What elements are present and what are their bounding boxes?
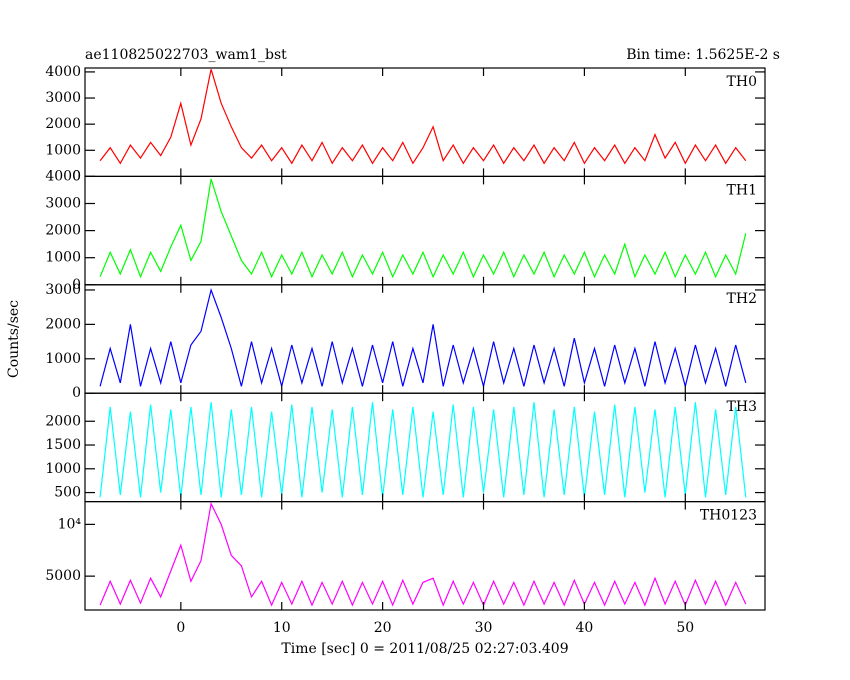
panel-label: TH2 <box>727 291 757 307</box>
y-tick-label: 3000 <box>45 196 81 212</box>
y-tick-label: 2000 <box>45 116 81 132</box>
data-line <box>99 178 747 279</box>
x-tick-label: 20 <box>374 620 392 636</box>
y-tick-label: 2000 <box>45 413 81 429</box>
y-tick-label: 0 <box>72 168 81 184</box>
chart-subtitle: Bin time: 1.5625E-2 s <box>626 47 780 63</box>
panel-frame <box>84 67 766 178</box>
data-line <box>99 287 747 387</box>
x-tick-label: 50 <box>676 620 694 636</box>
y-tick-label: 2000 <box>45 223 81 239</box>
y-tick-label: 1500 <box>45 437 81 453</box>
data-line <box>99 501 747 607</box>
y-tick-label: 2000 <box>45 316 81 332</box>
panel-label: TH0123 <box>700 508 757 524</box>
chart-title: ae110825022703_wam1_bst <box>85 47 287 63</box>
y-tick-label: 1000 <box>45 461 81 477</box>
y-tick-label: 5000 <box>45 568 81 584</box>
y-tick-label: 1000 <box>45 351 81 367</box>
data-line <box>99 402 747 498</box>
y-tick-label: 500 <box>54 485 81 501</box>
y-tick-label: 4000 <box>45 64 81 80</box>
y-tick-label: 1000 <box>45 142 81 158</box>
panel-frame <box>84 284 766 394</box>
y-tick-label: 1000 <box>45 250 81 266</box>
y-tick-label: 10⁴ <box>58 516 82 532</box>
y-tick-label: 3000 <box>45 282 81 298</box>
panel-frame <box>84 175 766 286</box>
panel-label: TH3 <box>727 399 757 415</box>
y-axis-label: Counts/sec <box>6 300 22 378</box>
panel-frame <box>84 501 766 611</box>
panel-label: TH1 <box>727 182 757 198</box>
data-line <box>99 69 747 165</box>
x-tick-label: 40 <box>575 620 593 636</box>
panel-label: TH0 <box>727 74 757 90</box>
y-tick-label: 0 <box>72 385 81 401</box>
y-tick-label: 0 <box>72 277 81 293</box>
y-tick-label: 4000 <box>45 168 81 184</box>
x-axis-label: Time [sec] 0 = 2011/08/25 02:27:03.409 <box>281 641 568 657</box>
x-tick-label: 10 <box>273 620 291 636</box>
x-tick-label: 30 <box>475 620 493 636</box>
y-tick-label: 3000 <box>45 90 81 106</box>
x-tick-label: 0 <box>176 620 185 636</box>
